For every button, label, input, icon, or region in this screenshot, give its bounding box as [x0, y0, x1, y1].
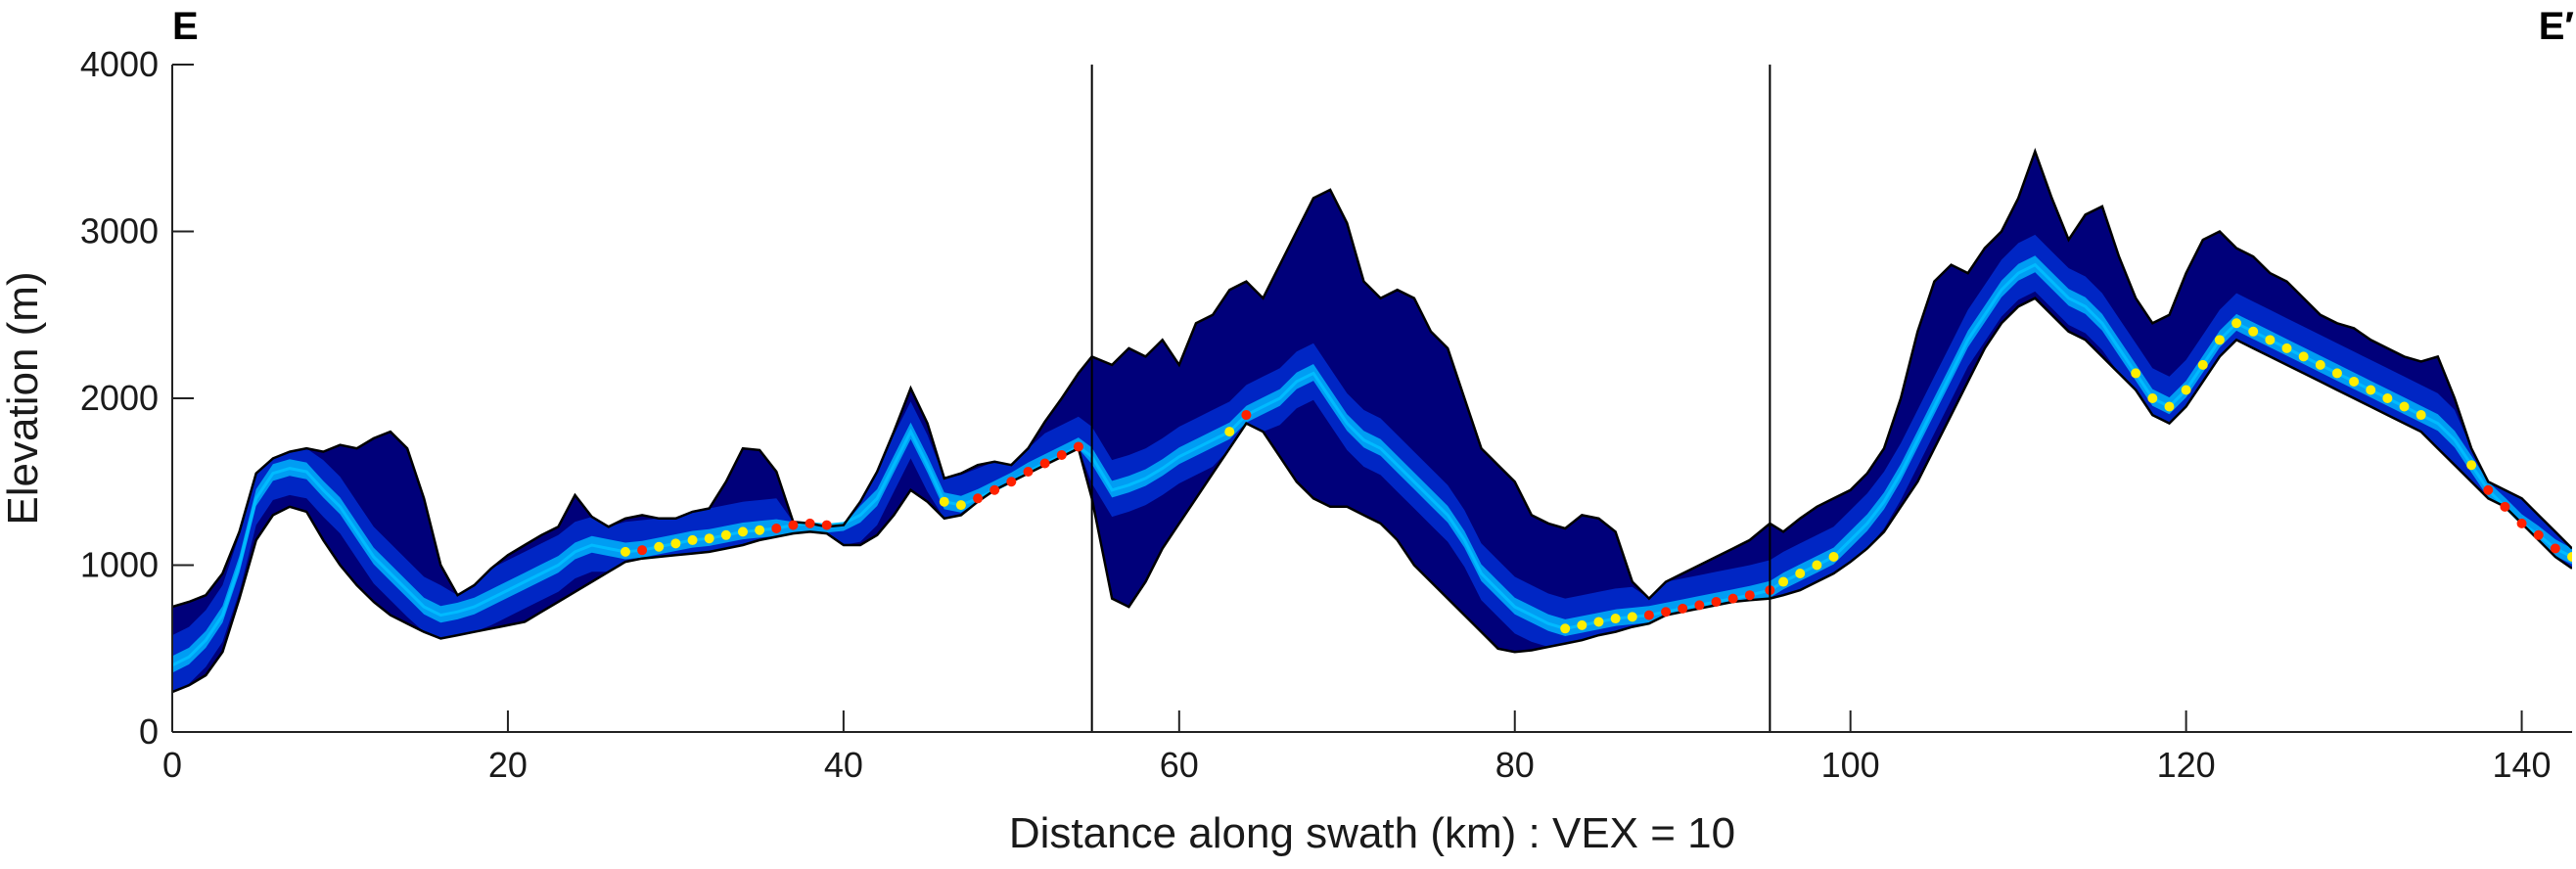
density-hotspot	[737, 526, 748, 537]
density-hotspot	[2349, 376, 2360, 387]
density-hotspot	[1678, 603, 1688, 614]
density-band-low	[172, 234, 2572, 693]
density-hotspot	[2533, 529, 2544, 540]
y-tick-label: 2000	[80, 378, 159, 418]
density-hotspot	[2214, 335, 2225, 345]
x-tick-label: 140	[2493, 745, 2552, 785]
density-hotspot	[720, 529, 731, 540]
density-hotspot	[755, 525, 765, 535]
y-tick-label: 1000	[80, 545, 159, 585]
density-hotspot	[973, 493, 984, 504]
density-hotspot	[2567, 551, 2572, 562]
density-hotspot	[1241, 410, 1252, 421]
density-hotspot	[2483, 484, 2494, 495]
density-hotspot	[805, 518, 815, 528]
density-hotspot	[1577, 619, 1587, 630]
density-hotspot	[1073, 441, 1083, 452]
density-hotspot	[821, 520, 832, 530]
density-hotspot	[939, 496, 949, 507]
y-tick-label: 4000	[80, 44, 159, 84]
min-elevation-line	[172, 297, 2572, 694]
density-hotspot	[2147, 393, 2158, 403]
density-hotspot	[788, 520, 799, 530]
density-hotspot	[1694, 600, 1705, 611]
y-tick-label: 3000	[80, 211, 159, 252]
density-hotspot	[637, 545, 648, 556]
x-tick-label: 120	[2157, 745, 2216, 785]
density-hotspot	[989, 484, 1000, 495]
density-hotspot	[2197, 359, 2208, 370]
density-hotspot	[1661, 607, 1672, 617]
density-hotspot	[2516, 518, 2527, 528]
density-hotspot	[1711, 597, 1722, 608]
density-hotspot	[1023, 467, 1034, 478]
density-hotspot	[1593, 617, 1604, 627]
density-hotspot	[2466, 460, 2477, 471]
density-hotspot	[1643, 610, 1654, 620]
section-start-label: E	[172, 5, 199, 48]
x-axis-title: Distance along swath (km) : VEX = 10	[1009, 809, 1735, 857]
density-hotspot	[2331, 368, 2342, 379]
density-hotspot	[771, 523, 782, 533]
density-hotspot	[704, 533, 714, 544]
density-hotspot	[2231, 318, 2242, 329]
density-hotspot	[2382, 393, 2393, 403]
density-hotspot	[2298, 351, 2309, 362]
density-hotspot	[2164, 401, 2175, 412]
x-tick-label: 0	[162, 745, 182, 785]
density-hotspot	[2500, 501, 2510, 512]
density-hotspot	[2550, 543, 2560, 554]
density-hotspot	[1778, 576, 1789, 587]
density-hotspot	[1744, 590, 1755, 601]
density-hotspot	[1006, 477, 1017, 487]
density-hotspot	[955, 500, 966, 511]
density-hotspot	[2181, 385, 2191, 395]
density-hotspot	[2131, 368, 2141, 379]
plot-area	[172, 147, 2572, 694]
density-hotspot	[654, 541, 665, 552]
x-axis-ticks: 0 20 40 60 80 100 120 140	[162, 710, 2552, 785]
max-elevation-line	[172, 147, 2572, 609]
density-hotspot	[620, 546, 630, 557]
density-hotspot	[1224, 427, 1235, 437]
density-hotspot	[1610, 614, 1621, 624]
density-hotspot	[2315, 359, 2325, 370]
density-hotspot	[2248, 326, 2259, 337]
density-hotspot	[1056, 449, 1067, 460]
density-hotspot	[1828, 551, 1839, 562]
x-tick-label: 100	[1821, 745, 1880, 785]
density-hotspots	[620, 318, 2572, 634]
density-hotspot	[670, 538, 681, 549]
section-dividers	[1090, 65, 1771, 732]
y-tick-label: 0	[139, 711, 159, 752]
density-hotspot	[2415, 410, 2426, 421]
density-hotspot	[687, 534, 698, 545]
x-tick-label: 60	[1160, 745, 1199, 785]
section-end-label: E′	[2539, 5, 2574, 48]
x-tick-label: 20	[488, 745, 528, 785]
density-hotspot	[2281, 343, 2292, 353]
density-hotspot	[1627, 612, 1637, 622]
x-tick-label: 40	[824, 745, 863, 785]
x-tick-label: 80	[1495, 745, 1535, 785]
y-axis-ticks: 0 1000 2000 3000 4000	[80, 44, 194, 752]
density-hotspot	[1795, 569, 1806, 579]
y-axis-title: Elevation (m)	[0, 271, 47, 525]
density-hotspot	[1560, 623, 1571, 634]
density-hotspot	[2366, 385, 2376, 395]
density-hotspot	[1727, 593, 1738, 604]
density-hotspot	[1039, 458, 1050, 469]
density-hotspot	[1812, 560, 1822, 571]
density-hotspot	[2265, 335, 2276, 345]
density-hotspot	[2399, 401, 2410, 412]
